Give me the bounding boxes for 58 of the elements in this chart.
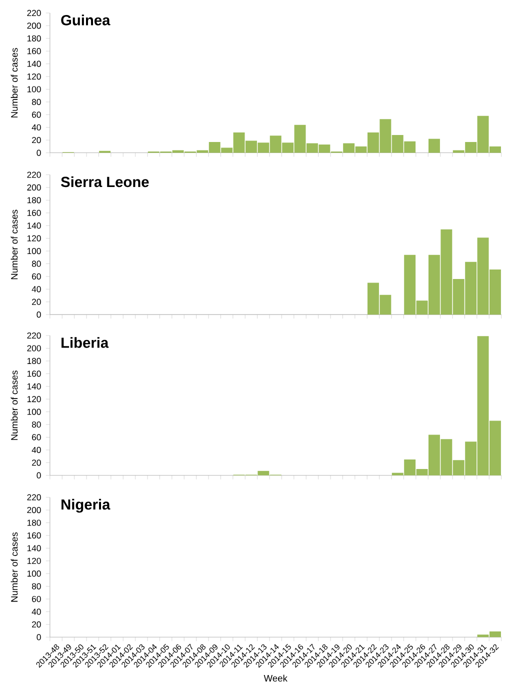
chart-title: Sierra Leone: [60, 176, 149, 188]
y-tick-label: 200: [27, 345, 41, 352]
y-tick-label: 160: [27, 370, 41, 377]
y-tick-label: 0: [36, 472, 41, 478]
y-tick-label: 0: [36, 634, 41, 640]
y-tick-label: 220: [27, 172, 41, 178]
y-tick-label: 120: [27, 558, 41, 564]
y-tick-label: 40: [32, 124, 41, 130]
y-tick-label: 140: [27, 222, 41, 229]
y-tick-label: 20: [32, 298, 41, 305]
y-tick-label: 100: [27, 86, 41, 92]
y-tick-label: 80: [32, 98, 41, 106]
y-tick-label: 40: [32, 286, 41, 292]
y-tick-label: 20: [32, 460, 41, 466]
y-tick-label: 140: [27, 545, 41, 552]
y-tick-label: 20: [32, 621, 41, 628]
y-tick-label: 180: [27, 520, 41, 526]
y-tick-label: 120: [27, 396, 41, 402]
chart-title: Guinea: [61, 14, 110, 26]
y-tick-label: 120: [27, 73, 41, 80]
y-tick-label: 40: [32, 446, 41, 453]
y-tick-label: 100: [27, 570, 41, 577]
y-tick-label: 160: [27, 210, 41, 216]
y-tick-label: 220: [27, 10, 41, 16]
y-tick-label: 200: [27, 506, 41, 514]
chart-title: Nigeria: [61, 498, 110, 513]
y-tick-label: 60: [32, 112, 41, 118]
y-tick-label: 60: [32, 273, 41, 280]
y-tick-label: 120: [27, 235, 41, 242]
y-tick-label: 180: [27, 197, 41, 204]
y-tick-label: 180: [27, 358, 41, 364]
y-tick-label: 220: [27, 332, 41, 339]
y-tick-label: 220: [27, 494, 41, 500]
y-tick-label: 160: [27, 532, 41, 539]
y-tick-label: 100: [27, 408, 41, 415]
y-tick-label: 80: [32, 583, 41, 590]
y-tick-label: 80: [32, 260, 41, 267]
y-tick-label: 60: [32, 434, 41, 440]
y-tick-label: 200: [27, 22, 41, 29]
y-tick-label: 40: [32, 608, 41, 615]
y-tick-label: 20: [32, 137, 41, 144]
y-tick-label: 0: [36, 150, 41, 156]
x-axis-title: Week: [264, 674, 288, 682]
y-tick-label: 0: [36, 312, 41, 318]
y-tick-label: 140: [27, 60, 41, 67]
y-tick-label: 160: [27, 48, 41, 54]
y-tick-label: 140: [27, 383, 41, 390]
y-axis-title: Number of cases: [10, 48, 18, 118]
y-tick-label: 200: [27, 184, 41, 191]
chart-title: Liberia: [61, 337, 109, 348]
y-tick-label: 60: [32, 596, 41, 602]
y-axis-title: Number of cases: [10, 370, 18, 440]
y-axis-title: Number of cases: [10, 210, 18, 280]
y-tick-label: 180: [27, 35, 41, 42]
y-axis-title: Number of cases: [10, 532, 18, 602]
y-tick-label: 80: [32, 421, 41, 428]
bar: [428, 138, 440, 153]
y-tick-label: 100: [27, 248, 41, 254]
